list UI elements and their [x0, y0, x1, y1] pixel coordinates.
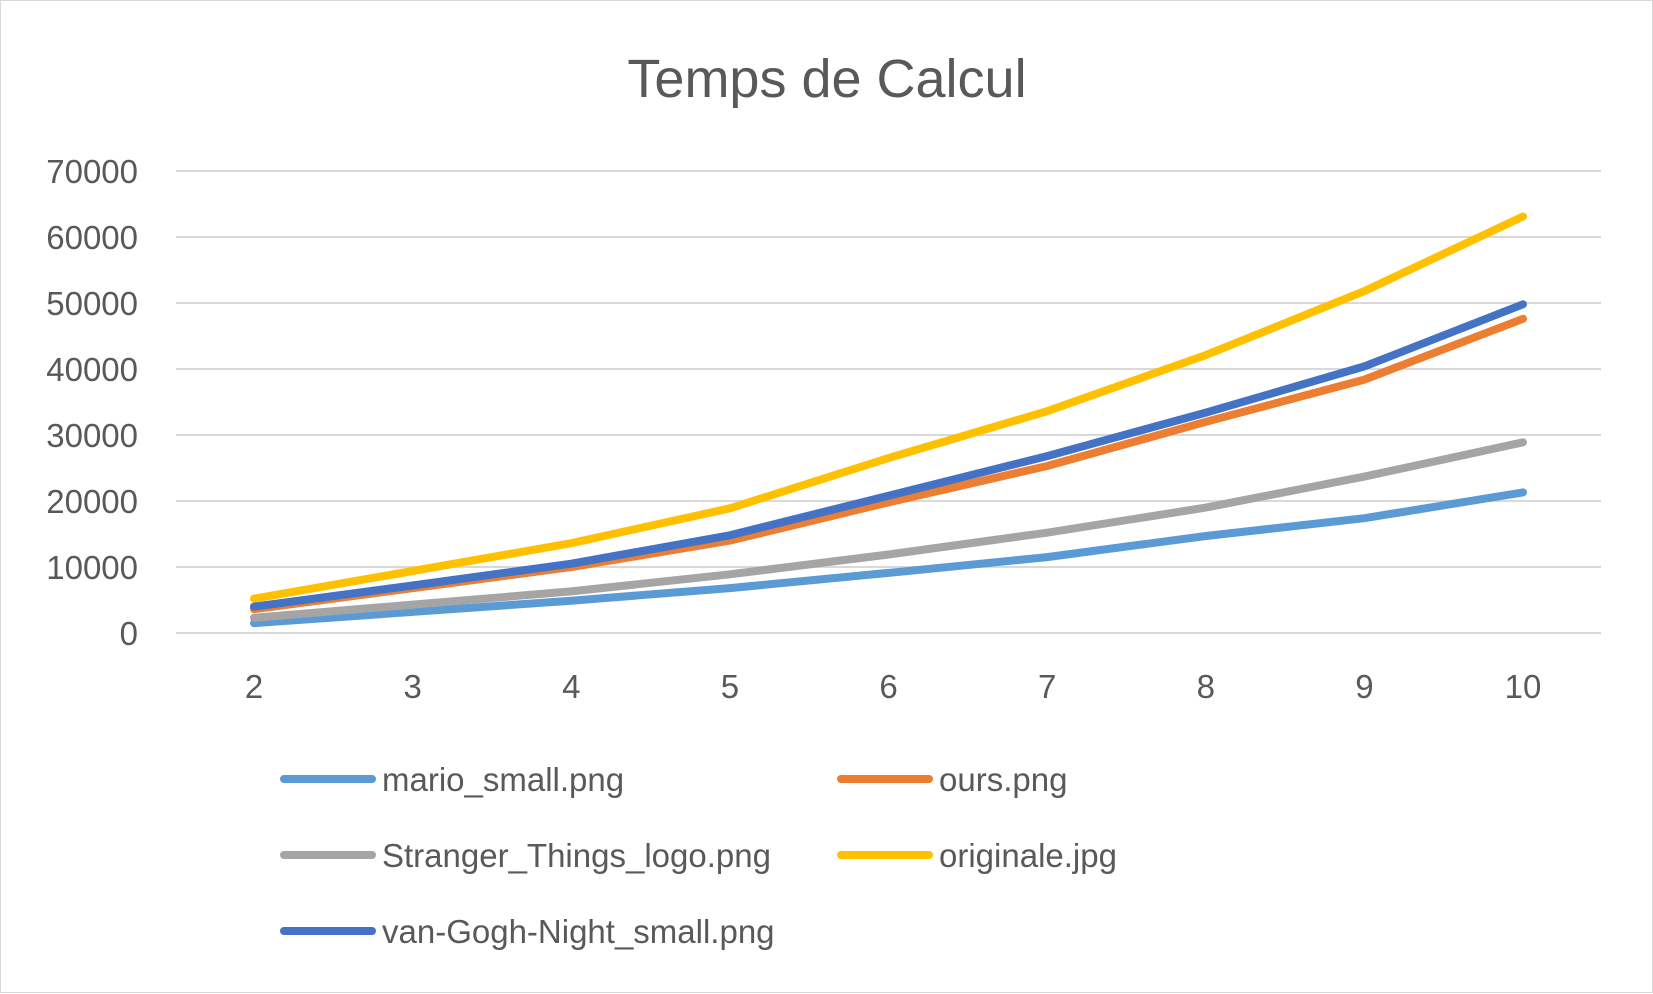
y-tick-label: 0: [120, 615, 138, 652]
y-tick-label: 30000: [46, 417, 138, 454]
x-tick-label: 4: [562, 668, 580, 705]
legend-label: van-Gogh-Night_small.png: [382, 913, 775, 950]
x-tick-label: 5: [721, 668, 739, 705]
legend-item: mario_small.png: [280, 761, 624, 798]
y-tick-label: 40000: [46, 351, 138, 388]
legend-label: Stranger_Things_logo.png: [382, 837, 771, 874]
legend-item: originale.jpg: [837, 837, 1117, 874]
legend-label: ours.png: [939, 761, 1067, 798]
series-line-4: [250, 300, 1527, 611]
x-axis-ticks: 2 3 4 5 6 7 8 9 10: [245, 668, 1542, 705]
y-tick-label: 60000: [46, 219, 138, 256]
series-lines: [250, 212, 1527, 628]
series-line-0: [250, 488, 1527, 628]
y-tick-label: 50000: [46, 285, 138, 322]
y-tick-label: 70000: [46, 153, 138, 190]
legend-label: originale.jpg: [939, 837, 1117, 874]
legend: mario_small.png ours.png Stranger_Things_l…: [280, 761, 1117, 950]
legend-item: ours.png: [837, 761, 1067, 798]
x-tick-label: 8: [1197, 668, 1215, 705]
x-tick-label: 9: [1355, 668, 1373, 705]
y-axis-ticks: 0 10000 20000 30000 40000 50000 60000 70000: [46, 153, 138, 652]
gridlines: [176, 170, 1601, 634]
series-line-3: [250, 212, 1527, 603]
chart-title: Temps de Calcul: [627, 49, 1026, 109]
series-line-2: [250, 438, 1527, 622]
y-tick-label: 10000: [46, 549, 138, 586]
y-tick-label: 20000: [46, 483, 138, 520]
legend-item: Stranger_Things_logo.png: [280, 837, 771, 874]
x-tick-label: 7: [1038, 668, 1056, 705]
x-tick-label: 2: [245, 668, 263, 705]
x-tick-label: 10: [1505, 668, 1542, 705]
x-tick-label: 6: [879, 668, 897, 705]
x-tick-label: 3: [403, 668, 421, 705]
legend-item: van-Gogh-Night_small.png: [280, 913, 775, 950]
legend-label: mario_small.png: [382, 761, 624, 798]
